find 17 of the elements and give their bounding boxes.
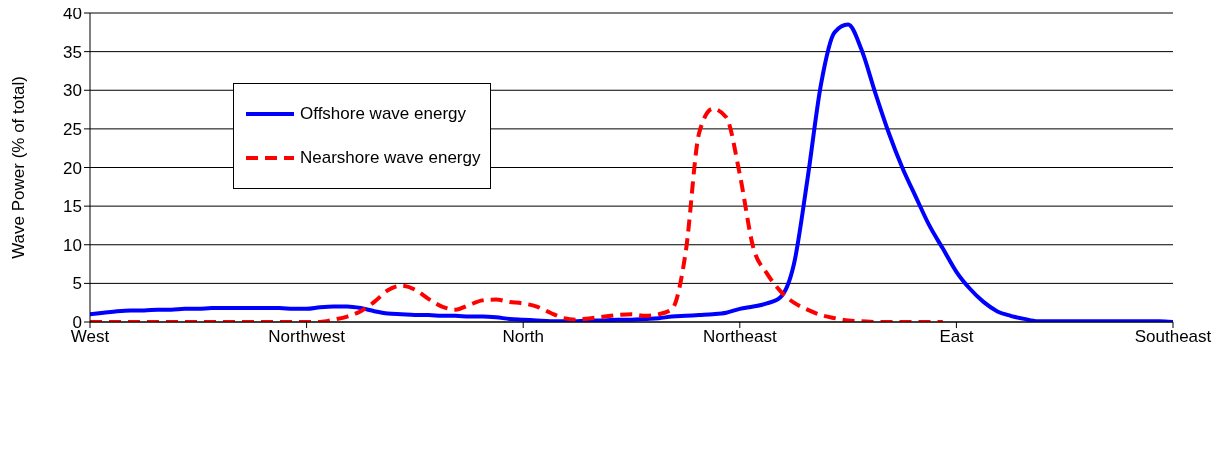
y-tick-label: 10 (63, 235, 82, 255)
legend-label: Nearshore wave energy (300, 148, 481, 168)
y-tick-label: 35 (63, 42, 82, 62)
x-tick-label: Northwest (268, 327, 346, 347)
y-axis-title: Wave Power (% of total) (9, 76, 29, 259)
y-tick-label: 5 (72, 274, 82, 294)
x-tick-label: North (502, 327, 544, 347)
x-tick-label: Southeast (1134, 327, 1212, 347)
y-tick-label: 25 (63, 119, 82, 139)
legend-label: Offshore wave energy (300, 104, 466, 124)
y-tick-label: 40 (63, 4, 82, 24)
y-tick-label: 20 (63, 158, 82, 178)
x-tick-label: East (939, 327, 974, 347)
y-tick-label: 15 (63, 197, 82, 217)
x-tick-label: Northeast (702, 327, 777, 347)
y-tick-label: 30 (63, 81, 82, 101)
line-series (90, 106, 945, 322)
